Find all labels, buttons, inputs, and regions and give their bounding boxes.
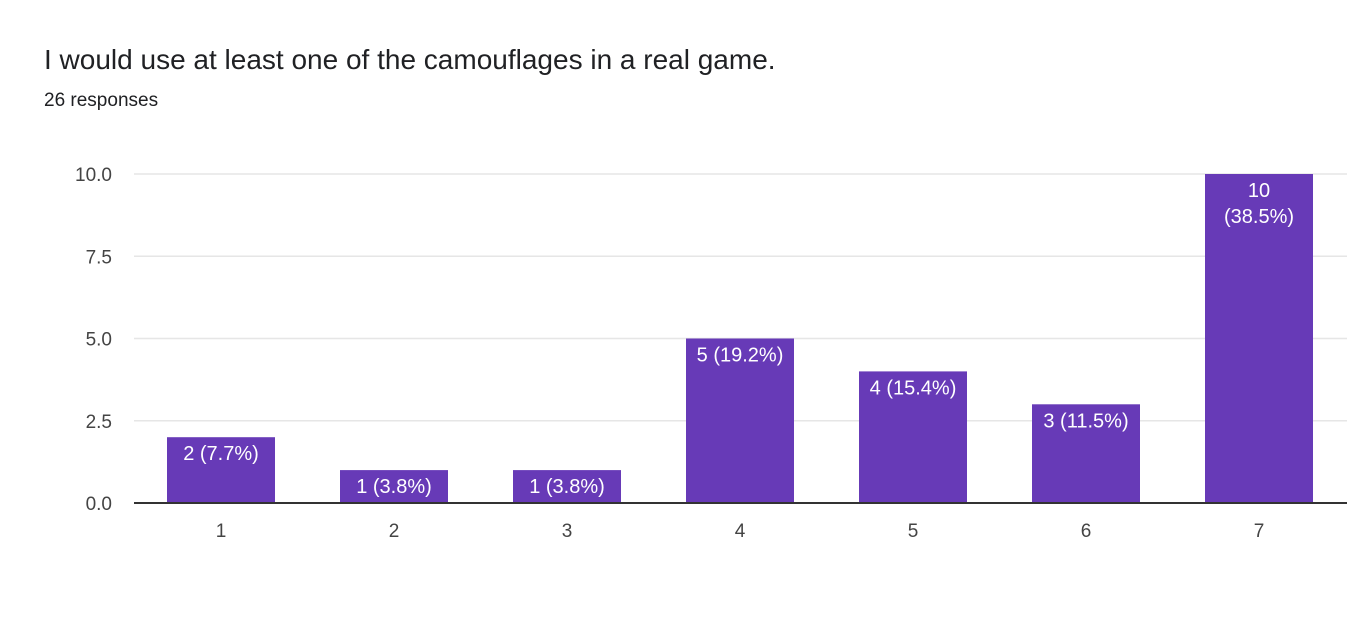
bar [686,338,794,503]
bar [513,470,621,503]
y-tick-label: 5.0 [86,330,112,351]
bar-data-label: 5 (19.2%) [697,345,784,367]
bar-data-label: 1 (3.8%) [356,476,432,498]
y-tick-label: 0.0 [86,494,112,515]
x-tick-label: 4 [735,521,746,542]
y-tick-label: 10.0 [75,165,112,186]
bar-data-label: 10 [1248,180,1270,202]
bar-data-label: 3 (11.5%) [1043,410,1128,432]
bar-data-label: 2 (7.7%) [183,443,259,465]
response-count: 26 responses [44,90,159,111]
x-tick-label: 2 [389,521,400,542]
x-tick-label: 3 [562,521,573,542]
labels: 0.0 2.5 5.0 7.5 10.0 2 (7.7%) 1 1 (3.8%) 2 1 (3.8… [75,165,1294,542]
bar [859,371,967,503]
bar-data-label: 1 (3.8%) [529,476,605,498]
x-tick-label: 6 [1081,521,1092,542]
bar [340,470,448,503]
question-title: I would use at least one of the camoufla… [44,44,776,75]
x-tick-label: 1 [216,521,227,542]
bar [1205,174,1313,503]
bar-data-label: (38.5%) [1224,206,1294,228]
y-tick-label: 2.5 [86,412,112,433]
bar [1032,404,1140,503]
x-tick-label: 5 [908,521,919,542]
bars [167,174,1313,503]
x-tick-label: 7 [1254,521,1265,542]
y-tick-label: 7.5 [86,247,112,268]
bar [167,437,275,503]
bar-data-label: 4 (15.4%) [870,377,957,399]
